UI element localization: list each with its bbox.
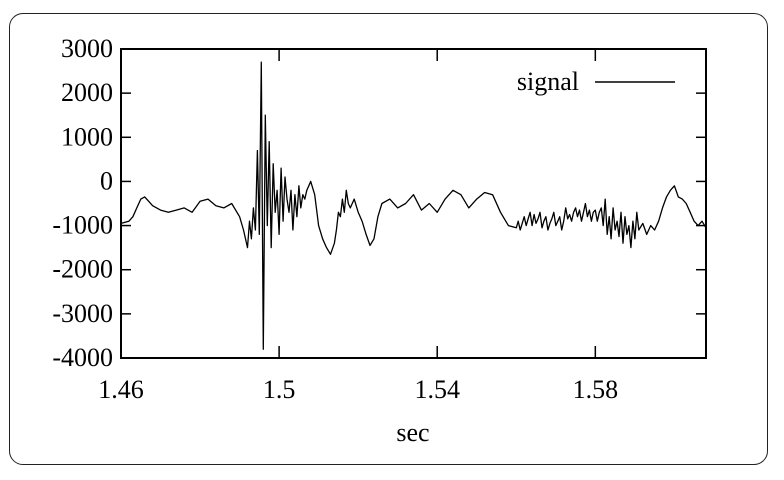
y-tick-label: 1000: [61, 122, 113, 151]
y-tick-label: -2000: [52, 255, 113, 284]
chart-frame: [9, 13, 768, 465]
y-tick-label: 2000: [61, 78, 113, 107]
x-axis-label: sec: [396, 418, 429, 447]
y-tick-label: 0: [100, 166, 113, 195]
y-tick-label: 3000: [61, 34, 113, 63]
legend-label-signal: signal: [517, 67, 579, 96]
x-tick-labels: 1.46 1.5 1.54 1.58: [98, 375, 618, 404]
y-tick-label: -1000: [52, 211, 113, 240]
y-tick-label: -3000: [52, 299, 113, 328]
x-tick-label: 1.46: [98, 375, 144, 404]
x-tick-label: 1.58: [573, 375, 619, 404]
y-tick-labels: 3000 2000 1000 0 -1000 -2000 -3000 -4000: [52, 34, 113, 372]
ticks: [120, 48, 706, 359]
x-tick-label: 1.54: [414, 375, 460, 404]
plot-area: [120, 48, 707, 359]
x-tick-label: 1.5: [263, 375, 296, 404]
legend: signal: [517, 67, 675, 96]
y-tick-label: -4000: [52, 343, 113, 372]
signal-series-line: [120, 61, 707, 350]
